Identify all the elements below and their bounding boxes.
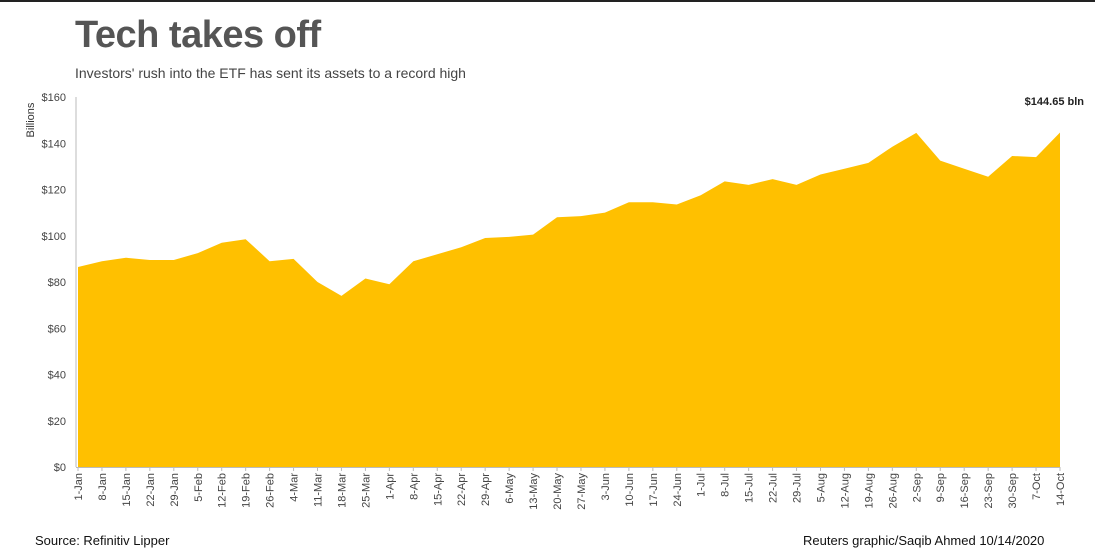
top-rule	[0, 0, 1095, 2]
x-tick-labels: 1-Jan 8-Jan 15-Jan 22-Jan 29-Jan 5-Feb 12-Feb 1…	[73, 467, 1067, 510]
x-tick-label: 8-Jan	[97, 473, 109, 501]
x-tick-label: 5-Aug	[815, 473, 827, 502]
last-value-annotation: $144.65 bln	[1025, 96, 1085, 108]
y-tick-label: $80	[48, 277, 66, 289]
x-tick-label: 1-Jan	[73, 473, 85, 501]
x-tick-label: 22-Jan	[145, 473, 157, 507]
chart-subtitle: Investors' rush into the ETF has sent it…	[75, 65, 466, 81]
x-tick-label: 26-Aug	[887, 473, 899, 508]
x-tick-label: 1-Jul	[696, 473, 708, 497]
y-tick-label: $20	[48, 416, 66, 428]
axis-layer	[75, 97, 1060, 468]
x-tick-label: 22-Jul	[768, 473, 780, 503]
x-tick-label: 6-May	[504, 473, 516, 504]
y-tick-label: $0	[54, 462, 66, 474]
y-tick-label: $120	[42, 185, 66, 197]
x-tick-label: 27-May	[576, 473, 588, 510]
y-tick-label: $60	[48, 323, 66, 335]
x-tick-label: 20-May	[552, 473, 564, 510]
x-tick-label: 29-Jan	[169, 473, 181, 507]
x-tick-label: 12-Aug	[839, 473, 851, 508]
x-tick-label: 12-Feb	[217, 473, 229, 508]
x-tick-label: 4-Mar	[289, 473, 301, 502]
area-series	[78, 132, 1060, 467]
y-tick-label: $160	[42, 92, 66, 104]
x-tick-label: 7-Oct	[1031, 473, 1043, 500]
x-tick-label: 8-Apr	[408, 473, 420, 500]
x-tick-label: 16-Sep	[959, 473, 971, 508]
x-tick-label: 10-Jun	[624, 473, 636, 507]
x-tick-label: 15-Jan	[121, 473, 133, 507]
x-tick-label: 30-Sep	[1007, 473, 1019, 508]
x-tick-label: 25-Mar	[360, 473, 372, 508]
x-tick-label: 17-Jun	[648, 473, 660, 507]
y-tick-label: $40	[48, 370, 66, 382]
x-tick-label: 24-Jun	[672, 473, 684, 507]
x-tick-label: 15-Apr	[432, 473, 444, 506]
y-tick-labels: $0 $20 $40 $60 $80 $100 $120 $140 $160	[42, 92, 66, 474]
x-tick-label: 22-Apr	[456, 473, 468, 506]
x-tick-label: 14-Oct	[1055, 473, 1067, 506]
y-tick-label: $100	[42, 231, 66, 243]
chart-title: Tech takes off	[75, 14, 321, 56]
y-tick-label: $140	[42, 138, 66, 150]
x-tick-label: 3-Jun	[600, 473, 612, 501]
x-tick-label: 11-Mar	[313, 473, 325, 507]
credit-note: Reuters graphic/Saqib Ahmed 10/14/2020	[803, 533, 1045, 548]
y-axis-label: Billions	[25, 102, 37, 137]
x-tick-label: 19-Aug	[863, 473, 875, 508]
x-tick-label: 29-Apr	[480, 473, 492, 506]
x-tick-label: 29-Jul	[792, 473, 804, 503]
x-tick-label: 1-Apr	[384, 473, 396, 500]
x-tick-label: 8-Jul	[720, 473, 732, 497]
x-tick-label: 5-Feb	[193, 473, 205, 502]
x-tick-label: 19-Feb	[241, 473, 253, 508]
x-tick-label: 23-Sep	[983, 473, 995, 508]
x-tick-label: 26-Feb	[265, 473, 277, 508]
x-tick-label: 2-Sep	[911, 473, 923, 502]
x-tick-label: 9-Sep	[935, 473, 947, 502]
area-layer	[78, 132, 1060, 467]
x-tick-label: 18-Mar	[336, 473, 348, 508]
source-note: Source: Refinitiv Lipper	[35, 533, 170, 548]
x-tick-label: 15-Jul	[744, 473, 756, 503]
x-tick-label: 13-May	[528, 473, 540, 510]
